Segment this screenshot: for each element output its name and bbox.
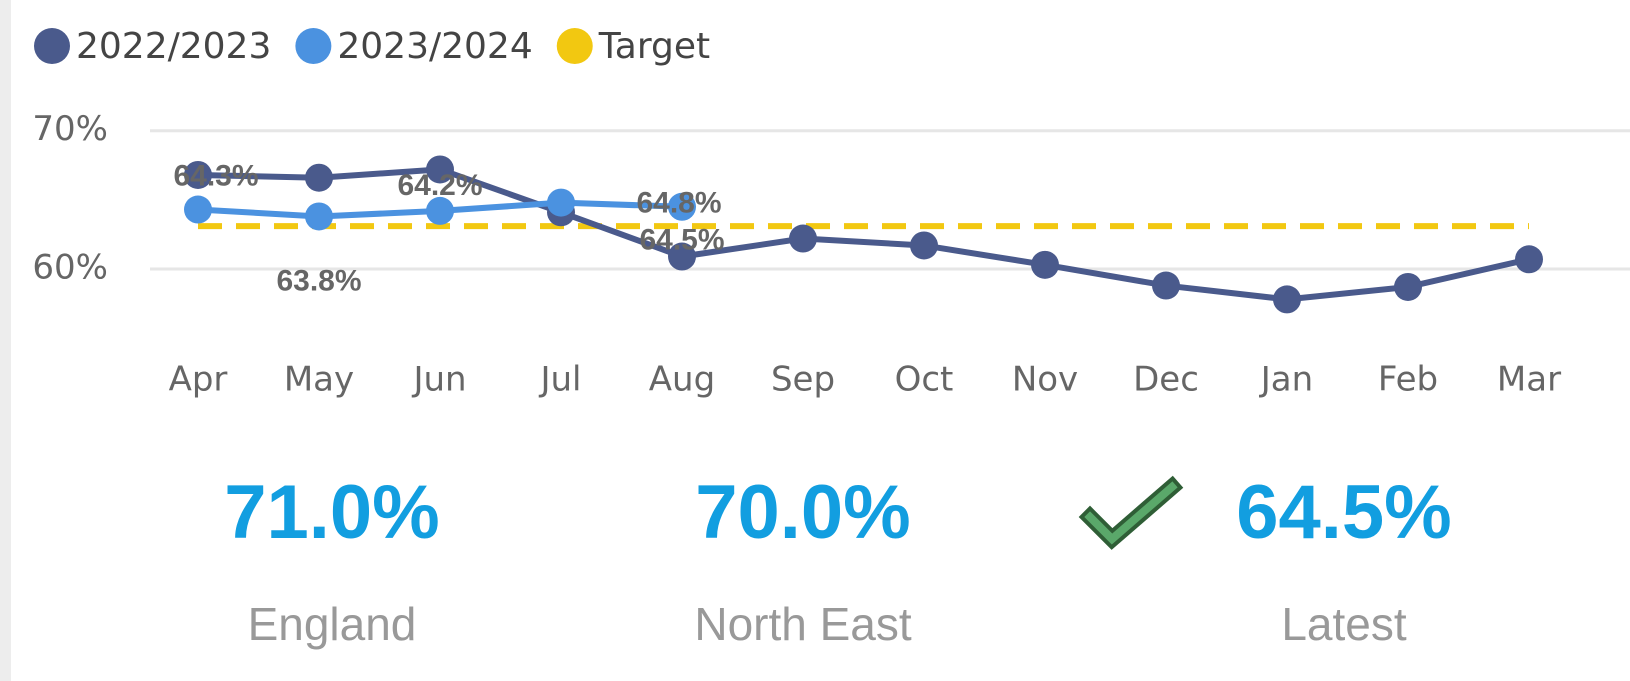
series-marker bbox=[305, 202, 333, 231]
data-label: 64.8% bbox=[636, 187, 721, 220]
series-marker bbox=[184, 195, 212, 224]
legend-swatch bbox=[556, 28, 593, 64]
series-marker bbox=[184, 160, 212, 189]
series-marker bbox=[910, 231, 938, 260]
series-marker bbox=[1273, 285, 1301, 314]
x-tick-label: Jul bbox=[538, 360, 581, 400]
series-marker bbox=[1394, 272, 1422, 301]
series-marker bbox=[547, 188, 575, 217]
x-tick-label: May bbox=[284, 360, 354, 400]
card-value: 71.0% bbox=[224, 470, 440, 555]
check-icon-inner bbox=[1084, 481, 1178, 545]
legend-swatch bbox=[295, 28, 332, 64]
legend-label: 2022/2023 bbox=[76, 26, 271, 67]
x-tick-label: Sep bbox=[771, 360, 835, 400]
y-tick-label: 60% bbox=[32, 247, 108, 287]
x-tick-label: Mar bbox=[1497, 360, 1561, 400]
series-line bbox=[197, 166, 1530, 303]
series-marker bbox=[426, 155, 454, 184]
x-tick-label: Nov bbox=[1012, 360, 1078, 400]
card-label: Latest bbox=[1281, 598, 1407, 650]
card-value: 70.0% bbox=[695, 470, 911, 555]
data-label: 63.8% bbox=[276, 264, 361, 297]
y-tick-label: 70% bbox=[32, 109, 108, 149]
card-label: England bbox=[248, 598, 417, 650]
series-marker bbox=[1031, 250, 1059, 279]
x-tick-label: Jan bbox=[1259, 360, 1313, 400]
series-marker bbox=[1515, 245, 1543, 274]
series-marker bbox=[789, 224, 817, 253]
series-marker bbox=[668, 242, 696, 271]
series-marker bbox=[1152, 271, 1180, 300]
card-value: 64.5% bbox=[1236, 470, 1452, 555]
legend-label: 2023/2024 bbox=[337, 26, 532, 67]
legend-label: Target bbox=[598, 26, 710, 67]
x-tick-label: Jun bbox=[411, 360, 466, 400]
x-tick-label: Dec bbox=[1133, 360, 1199, 400]
data-label: 64.2% bbox=[397, 169, 482, 202]
series-marker bbox=[668, 192, 696, 221]
x-tick-label: Aug bbox=[649, 360, 715, 400]
series-marker bbox=[426, 196, 454, 225]
x-tick-label: Apr bbox=[169, 360, 228, 400]
data-label: 64.5% bbox=[639, 224, 724, 257]
series-marker bbox=[305, 163, 333, 192]
left-border bbox=[0, 0, 11, 681]
x-tick-label: Oct bbox=[895, 360, 954, 400]
data-label: 64.3% bbox=[173, 159, 258, 192]
card-label: North East bbox=[694, 598, 912, 650]
legend-swatch bbox=[34, 28, 70, 64]
x-tick-label: Feb bbox=[1378, 360, 1438, 400]
